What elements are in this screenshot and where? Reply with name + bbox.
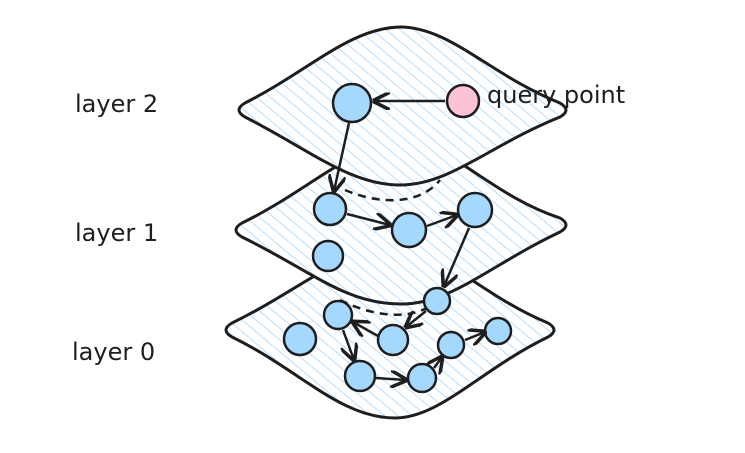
edge [406,310,427,327]
edge [464,332,485,340]
node [312,191,348,227]
edge [375,378,406,380]
node [436,330,466,360]
edge [343,329,354,360]
plane-layer-2 [237,25,568,187]
node [422,286,452,316]
node [376,323,410,357]
edge [434,357,442,368]
edge [346,214,390,225]
node [456,191,494,229]
node [343,359,377,393]
node [311,239,345,273]
query-label: query point [487,81,625,109]
node [322,299,354,331]
layer-label: layer 0 [72,338,155,366]
edge [426,215,457,226]
node [390,211,428,249]
query-node [445,83,481,119]
node [331,82,373,124]
hidden-edge [339,297,441,316]
edge [353,322,379,336]
node [282,321,318,357]
edge [444,227,471,286]
edge [334,122,351,191]
layer-label: layer 2 [75,90,158,118]
layer-label: layer 1 [75,219,158,247]
node [406,362,438,394]
node [483,316,513,346]
